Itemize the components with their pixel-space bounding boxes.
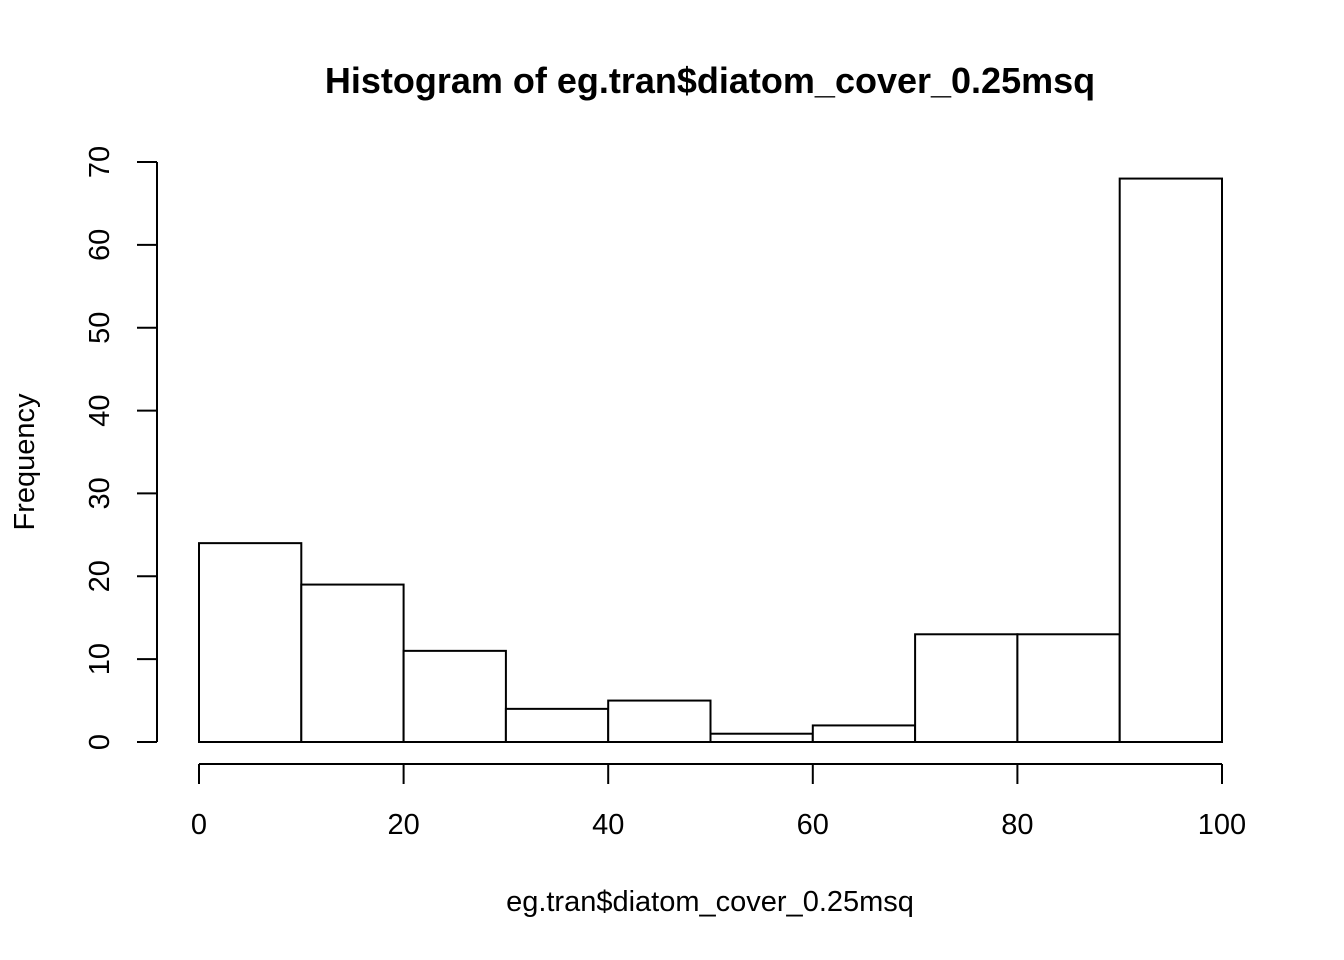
histogram-bar-8 bbox=[1016, 633, 1121, 743]
x-axis-label: eg.tran$diatom_cover_0.25msq bbox=[506, 886, 914, 918]
histogram-bar-5 bbox=[709, 732, 814, 744]
y-tick-label-4: 40 bbox=[84, 394, 116, 426]
y-tick-label-5: 50 bbox=[84, 312, 116, 344]
x-tick-label-3: 60 bbox=[797, 809, 829, 841]
x-axis: 0 20 40 60 80 100 bbox=[191, 763, 1246, 841]
bars-group bbox=[198, 177, 1223, 744]
y-tick-label-2: 20 bbox=[84, 560, 116, 592]
y-axis: 0 10 20 30 40 50 60 70 bbox=[84, 146, 158, 750]
histogram-bar-1 bbox=[300, 583, 405, 743]
chart-title: Histogram of eg.tran$diatom_cover_0.25ms… bbox=[325, 60, 1095, 101]
histogram-bar-4 bbox=[607, 699, 712, 743]
y-tick-label-0: 0 bbox=[84, 734, 116, 750]
y-tick-label-3: 30 bbox=[84, 477, 116, 509]
histogram-bar-0 bbox=[198, 542, 303, 744]
y-tick-label-1: 10 bbox=[84, 643, 116, 675]
histogram-bar-9 bbox=[1118, 177, 1223, 744]
x-tick-label-2: 40 bbox=[592, 809, 624, 841]
histogram-bar-2 bbox=[402, 649, 507, 743]
x-tick-label-4: 80 bbox=[1001, 809, 1033, 841]
histogram-bar-7 bbox=[914, 633, 1019, 743]
histogram-bar-6 bbox=[811, 724, 917, 744]
y-tick-label-7: 70 bbox=[84, 146, 116, 178]
histogram-bar-3 bbox=[504, 707, 610, 743]
x-tick-label-1: 20 bbox=[387, 809, 419, 841]
y-axis-label: Frequency bbox=[9, 393, 41, 531]
x-tick-label-0: 0 bbox=[191, 809, 207, 841]
y-tick-label-6: 60 bbox=[84, 229, 116, 261]
x-tick-label-5: 100 bbox=[1198, 809, 1246, 841]
